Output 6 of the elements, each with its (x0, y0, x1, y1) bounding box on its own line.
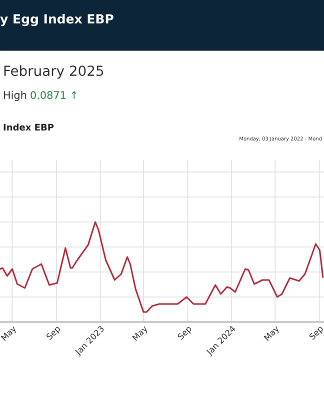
x-tick-label: Sep (177, 325, 194, 342)
chart-subtitle: February 2025 (4, 65, 104, 79)
chart-title: y Egg Index EBP (0, 14, 114, 26)
x-tick-label: Sep (46, 325, 62, 342)
text: Index EBP (4, 124, 54, 131)
text: High 0.0871 ↑ (4, 90, 76, 102)
